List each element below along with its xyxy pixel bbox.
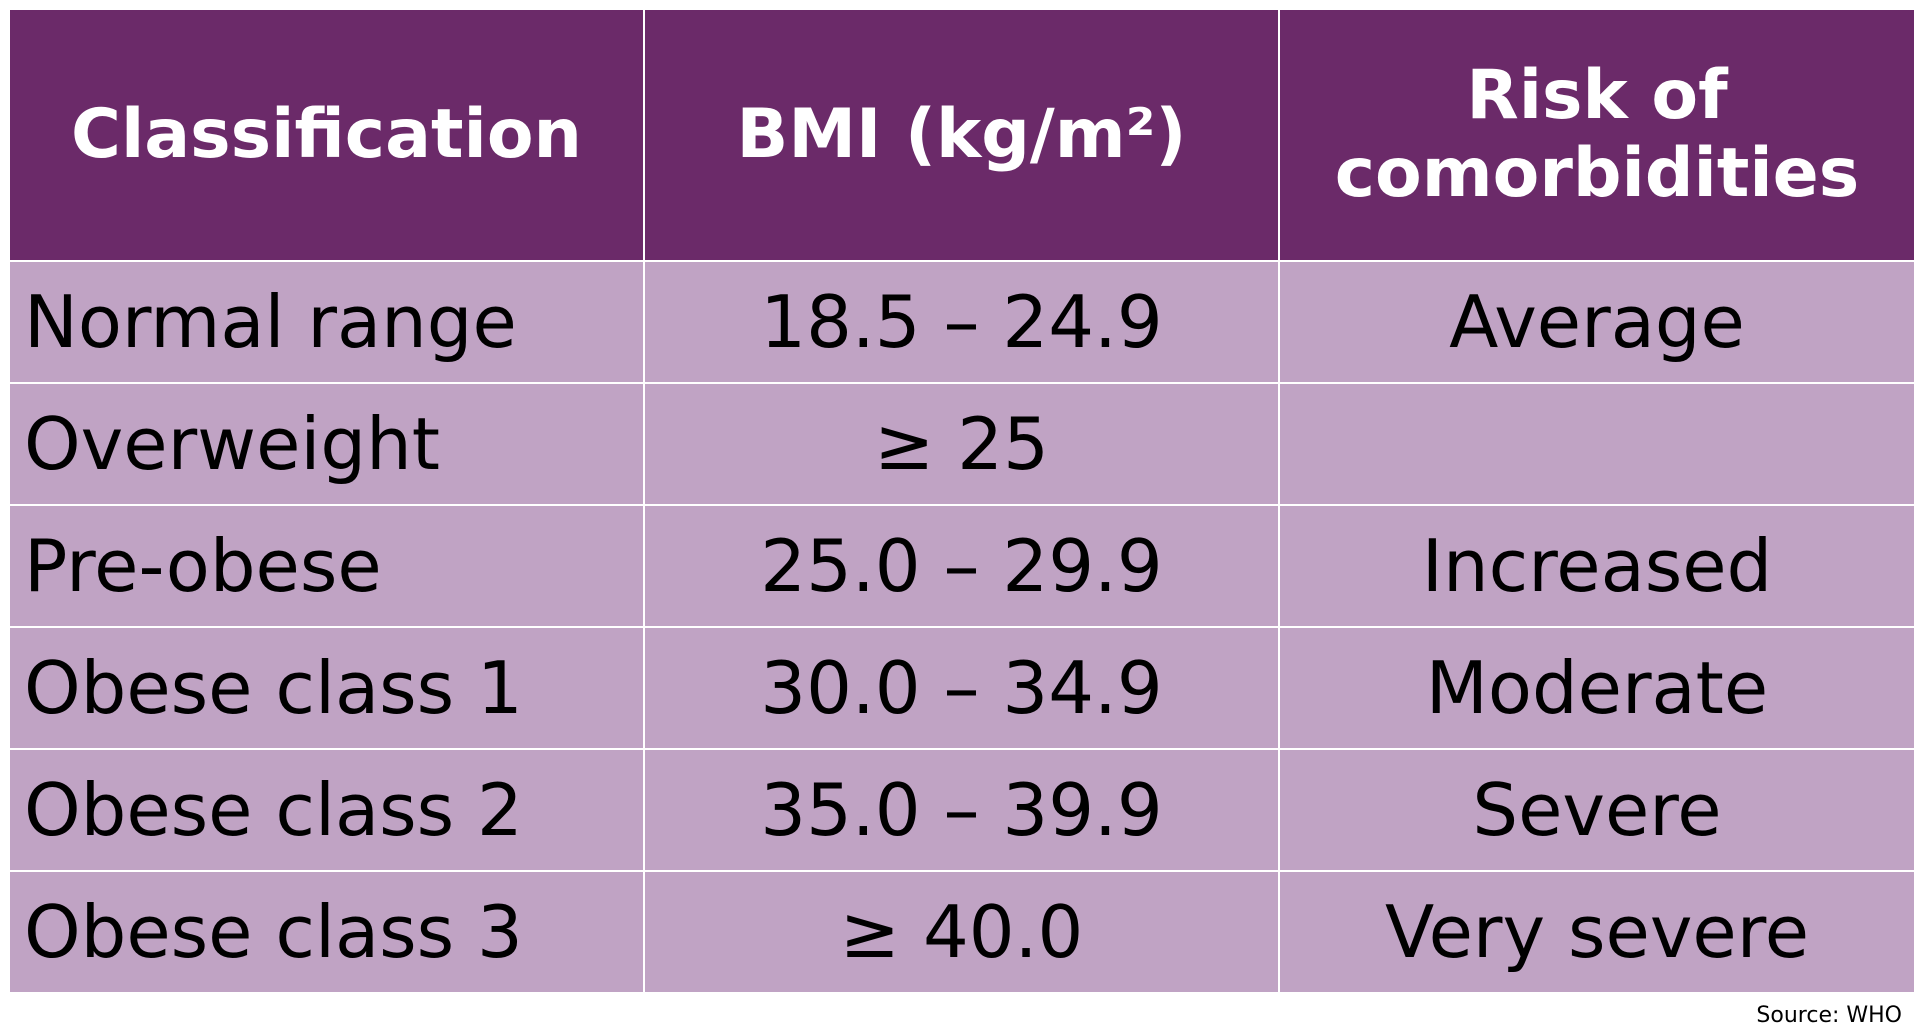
table-cell: 18.5 – 24.9 [645,262,1278,382]
table-cell: Pre-obese [10,506,643,626]
table-cell: Normal range [10,262,643,382]
table-cell: Moderate [1280,628,1914,748]
table-cell: 30.0 – 34.9 [645,628,1278,748]
table-cell: Obese class 3 [10,872,643,992]
table-cell: Obese class 1 [10,628,643,748]
table-cell: 25.0 – 29.9 [645,506,1278,626]
table-cell: ≥ 40.0 [645,872,1278,992]
table-cell: Average [1280,262,1914,382]
header-cell: Classification [10,10,643,260]
table-cell: ≥ 25 [645,384,1278,504]
table-cell: 35.0 – 39.9 [645,750,1278,870]
table-cell: Obese class 2 [10,750,643,870]
source-note: Source: WHO [1756,1003,1902,1028]
table-cell [1280,384,1914,504]
table-cell: Increased [1280,506,1914,626]
header-cell: Risk of comorbidities [1280,10,1914,260]
table-cell: Very severe [1280,872,1914,992]
table-cell: Overweight [10,384,643,504]
table-cell: Severe [1280,750,1914,870]
header-cell: BMI (kg/m²) [645,10,1278,260]
bmi-table: Classification BMI (kg/m²) Risk of comorbi… [10,10,1914,992]
